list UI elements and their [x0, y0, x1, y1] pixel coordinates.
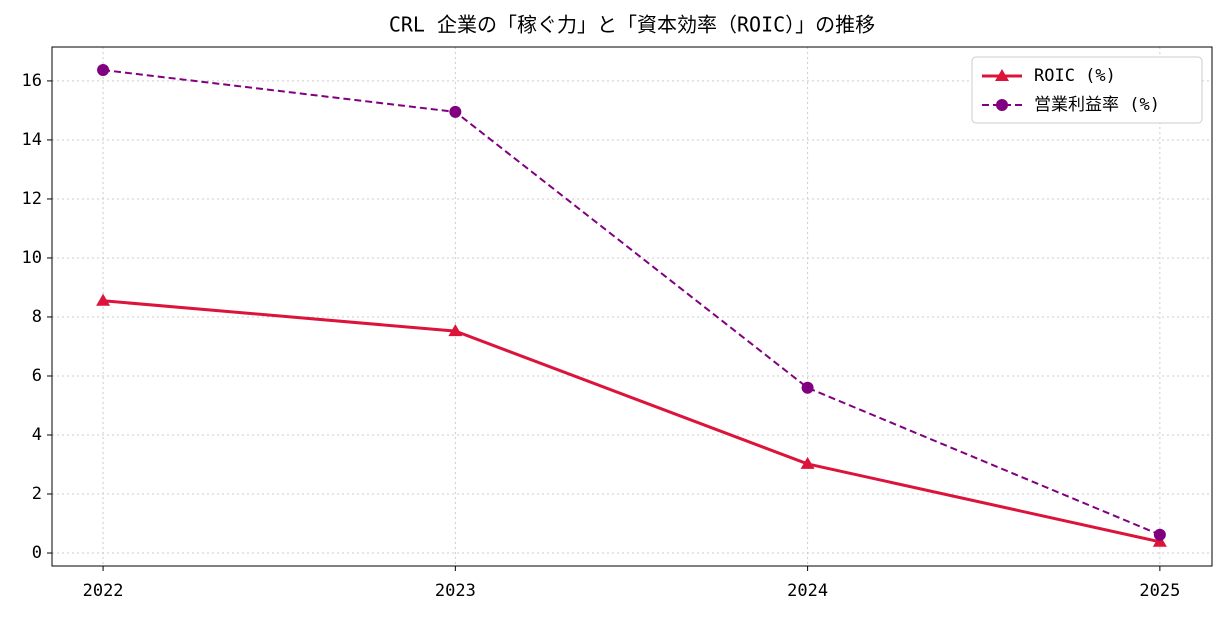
data-point: [801, 381, 814, 394]
legend-box: [971, 56, 1203, 124]
y-tick-label: 16: [22, 71, 42, 91]
y-tick-label: 14: [22, 130, 42, 150]
y-tick-label: 0: [32, 543, 42, 563]
x-tick-label: 2023: [435, 581, 476, 601]
data-point: [96, 293, 111, 306]
legend: ROIC (%) 営業利益率 (%): [971, 56, 1203, 124]
legend-marker: [995, 69, 1009, 81]
y-tick-label: 10: [22, 248, 42, 268]
x-tick-label: 2024: [787, 581, 828, 601]
y-tick-label: 6: [32, 366, 42, 386]
data-point: [1152, 534, 1167, 547]
y-tick-label: 12: [22, 189, 42, 209]
data-point: [800, 456, 815, 469]
data-point: [448, 324, 463, 337]
data-point: [449, 105, 462, 118]
series-line: [102, 299, 1161, 544]
data-point: [1153, 528, 1166, 541]
x-tick-label: 2025: [1139, 581, 1180, 601]
plot-frame: [51, 46, 1213, 567]
legend-marker: [996, 99, 1008, 111]
x-tick-label: 2022: [83, 581, 124, 601]
series-line: [102, 69, 1161, 536]
y-tick-label: 2: [32, 484, 42, 504]
legend-label: 営業利益率 (%): [1034, 95, 1160, 115]
legend-label: ROIC (%): [1034, 66, 1116, 86]
y-tick-label: 4: [32, 425, 42, 445]
data-point: [97, 64, 110, 77]
y-tick-label: 8: [32, 307, 42, 327]
chart-title: CRL 企業の「稼ぐ力」と「資本効率（ROIC）」の推移: [389, 13, 875, 37]
